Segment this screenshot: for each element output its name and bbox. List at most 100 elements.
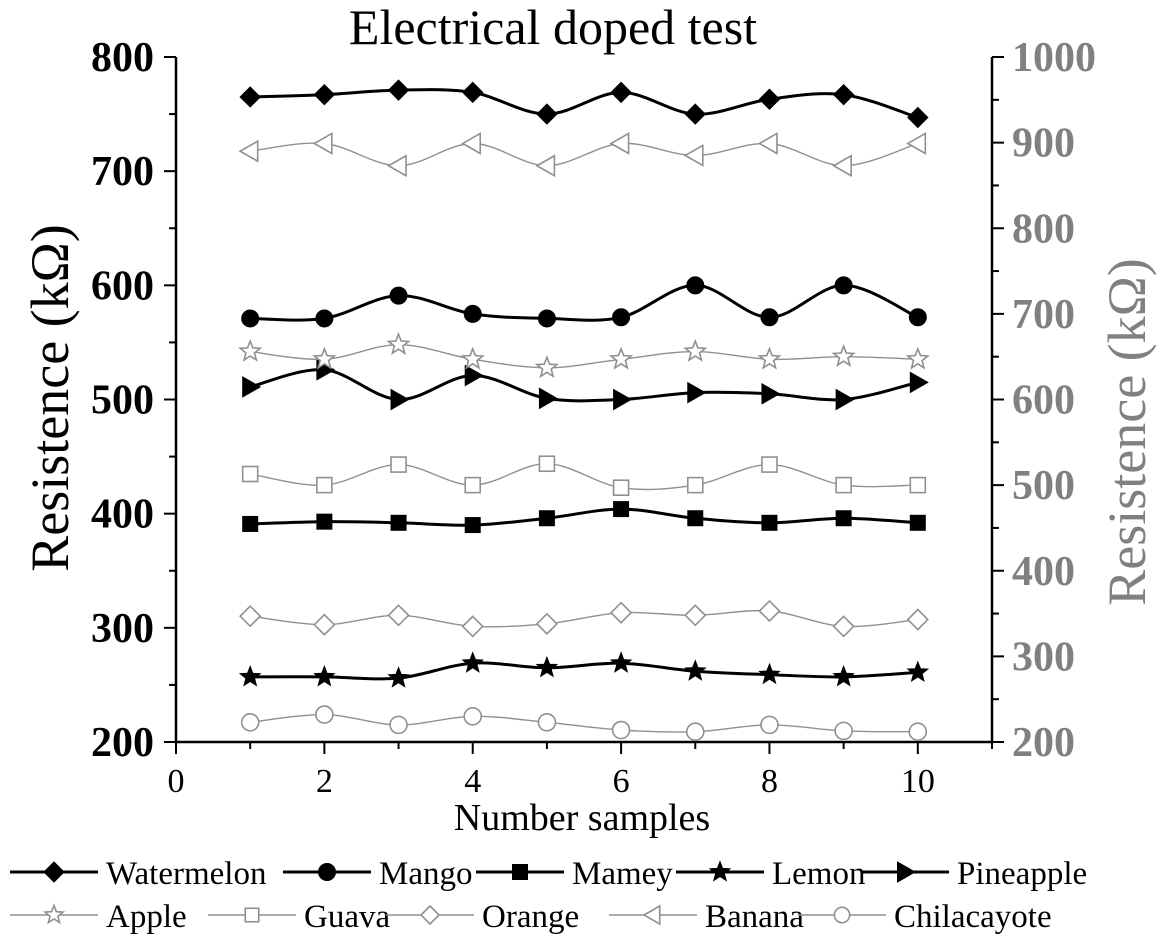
y-left-tick-label: 500: [91, 378, 154, 424]
data-point-mamey: [835, 510, 852, 527]
data-point-orange: [832, 615, 855, 638]
series-line-chilacayote: [250, 713, 918, 733]
data-point-guava: [390, 456, 407, 473]
data-point-guava: [241, 465, 259, 483]
y-right-tick-label: 200: [1012, 720, 1075, 766]
data-point-banana: [461, 132, 482, 155]
data-point-orange: [239, 604, 262, 628]
data-point-banana: [238, 139, 259, 163]
data-point-guava: [316, 476, 333, 494]
data-point-mango: [686, 276, 705, 295]
legend-label-lemon: Lemon: [772, 856, 865, 892]
data-point-lemon: [609, 651, 633, 673]
data-point-guava: [464, 476, 482, 494]
data-point-pineapple: [761, 382, 781, 405]
data-point-orange: [906, 608, 929, 631]
data-point-guava: [761, 456, 778, 473]
data-point-chilacayote: [463, 707, 483, 726]
data-point-mango: [241, 309, 260, 328]
y-axis-label-right: Resistence (kΩ): [1097, 258, 1157, 606]
legend-label-orange: Orange: [482, 899, 579, 935]
data-point-watermelon: [387, 79, 410, 101]
data-point-mango: [760, 308, 779, 327]
legend-marker-mamey: [512, 864, 528, 880]
data-point-mamey: [613, 501, 630, 518]
data-point-pineapple: [390, 388, 410, 411]
legend-marker-lemon: [708, 860, 732, 882]
data-point-orange: [535, 612, 559, 635]
data-point-lemon: [535, 655, 559, 678]
legend-item-lemon: Lemon: [676, 856, 865, 892]
y-axis-label-left: Resistence (kΩ): [20, 224, 80, 572]
legend-item-apple: Apple: [10, 899, 187, 935]
x-tick-label: 6: [613, 763, 630, 800]
data-point-apple: [534, 355, 560, 379]
legend-label-mango: Mango: [379, 856, 473, 892]
data-point-guava: [835, 476, 852, 494]
y-right-tick-label: 700: [1012, 292, 1075, 338]
y-right-tick-label: 500: [1012, 463, 1075, 509]
x-axis-label: Number samples: [454, 797, 710, 839]
data-point-orange: [609, 601, 633, 624]
series-line-watermelon: [250, 88, 919, 119]
data-point-orange: [758, 599, 781, 623]
data-point-mamey: [390, 514, 407, 531]
data-point-watermelon: [758, 88, 781, 110]
series-orange: [239, 599, 929, 638]
data-point-pineapple: [909, 371, 929, 394]
data-point-chilacayote: [834, 721, 853, 741]
legend-item-chilacayote: Chilacayote: [798, 899, 1052, 935]
legend-marker-watermelon: [43, 861, 65, 883]
series-pineapple: [242, 358, 929, 411]
data-point-pineapple: [464, 364, 484, 387]
data-point-pineapple: [613, 388, 633, 411]
data-point-mamey: [316, 513, 333, 530]
chart-title: Electrical doped test: [349, 0, 757, 55]
plot-axes: [164, 56, 1004, 754]
legend-marker-guava: [244, 907, 260, 923]
data-point-watermelon: [684, 103, 706, 125]
data-point-banana: [832, 154, 852, 178]
data-point-apple: [386, 331, 411, 356]
data-point-mamey: [761, 514, 778, 531]
data-point-pineapple: [242, 376, 262, 398]
series-line-banana: [250, 142, 919, 167]
data-point-watermelon: [907, 106, 929, 129]
data-point-chilacayote: [315, 705, 334, 724]
y-left-tick-label: 300: [91, 606, 154, 652]
data-point-watermelon: [536, 103, 558, 125]
data-point-banana: [312, 132, 333, 155]
data-point-banana: [757, 132, 778, 155]
legend-label-apple: Apple: [106, 899, 187, 935]
data-point-watermelon: [610, 81, 632, 104]
series-mamey: [242, 501, 926, 534]
data-point-apple: [312, 346, 337, 370]
data-point-lemon: [461, 651, 485, 673]
data-point-apple: [683, 338, 708, 362]
legend-item-mango: Mango: [283, 856, 473, 892]
data-point-lemon: [387, 666, 410, 688]
legend-item-banana: Banana: [609, 899, 804, 935]
legend-label-pineapple: Pineapple: [957, 856, 1087, 892]
x-tick-label: 8: [761, 763, 778, 800]
data-point-watermelon: [462, 81, 484, 104]
legend-marker-orange: [419, 904, 441, 926]
data-point-chilacayote: [240, 713, 260, 732]
series-line-guava: [250, 462, 918, 491]
data-point-banana: [535, 154, 556, 178]
legend-marker-chilacayote: [833, 906, 851, 924]
series-line-lemon: [250, 661, 918, 681]
data-point-pineapple: [687, 381, 707, 404]
data-point-mamey: [687, 510, 704, 527]
data-point-mango: [389, 286, 408, 305]
data-point-mango: [834, 276, 853, 295]
y-left-tick-label: 600: [91, 263, 154, 309]
y-right-tick-label: 900: [1012, 121, 1075, 167]
data-point-mango: [537, 309, 556, 328]
y-right-tick-label: 1000: [1012, 35, 1096, 81]
data-point-apple: [460, 346, 485, 370]
data-point-chilacayote: [611, 720, 631, 740]
legend-marker-apple: [42, 903, 66, 925]
data-point-chilacayote: [389, 715, 408, 735]
